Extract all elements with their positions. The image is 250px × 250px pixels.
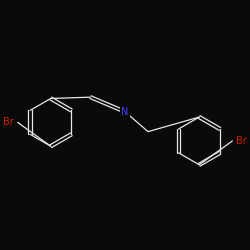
Text: Br: Br (3, 117, 14, 127)
Text: N: N (121, 107, 129, 117)
Text: Br: Br (236, 136, 247, 146)
